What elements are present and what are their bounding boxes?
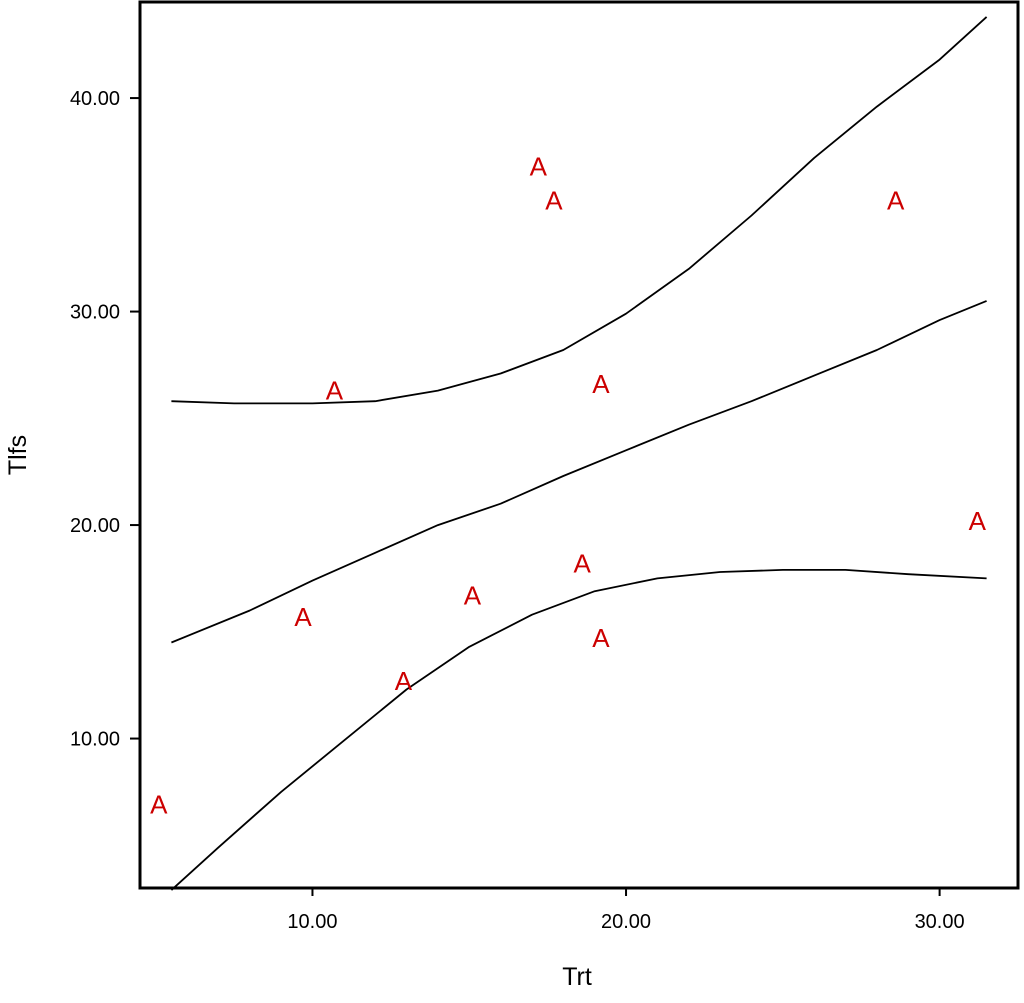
y-axis: 10.00 20.00 30.00 40.00	[70, 88, 140, 751]
plot-area-frame	[138, 0, 1020, 890]
series-line-lower-band	[170, 569, 987, 891]
data-point: A	[545, 186, 563, 216]
y-tick-label: 30.00	[70, 302, 120, 324]
x-tick-label: 30.00	[915, 911, 965, 933]
y-axis-title: Tlfs	[4, 435, 32, 475]
series-line-upper-band	[171, 16, 988, 405]
data-point: A	[969, 506, 987, 536]
y-tick-label: 20.00	[70, 515, 120, 537]
x-tick-label: 10.00	[287, 911, 337, 933]
x-axis: 10.00 20.00 30.00	[287, 888, 965, 933]
data-point: A	[150, 790, 168, 820]
x-axis-title: Trt	[562, 963, 592, 991]
data-point: A	[395, 666, 413, 696]
data-point: A	[294, 602, 312, 632]
data-point: A	[573, 548, 591, 578]
series-line-fit	[171, 300, 987, 644]
data-point: A	[464, 581, 482, 611]
data-point: A	[530, 151, 548, 181]
data-point: A	[592, 623, 610, 653]
x-tick-label: 20.00	[601, 911, 651, 933]
data-point: A	[326, 376, 344, 406]
data-point: A	[592, 369, 610, 399]
fit-curves	[170, 16, 988, 891]
data-point: A	[887, 186, 905, 216]
y-tick-label: 10.00	[70, 729, 120, 751]
y-tick-label: 40.00	[70, 88, 120, 110]
